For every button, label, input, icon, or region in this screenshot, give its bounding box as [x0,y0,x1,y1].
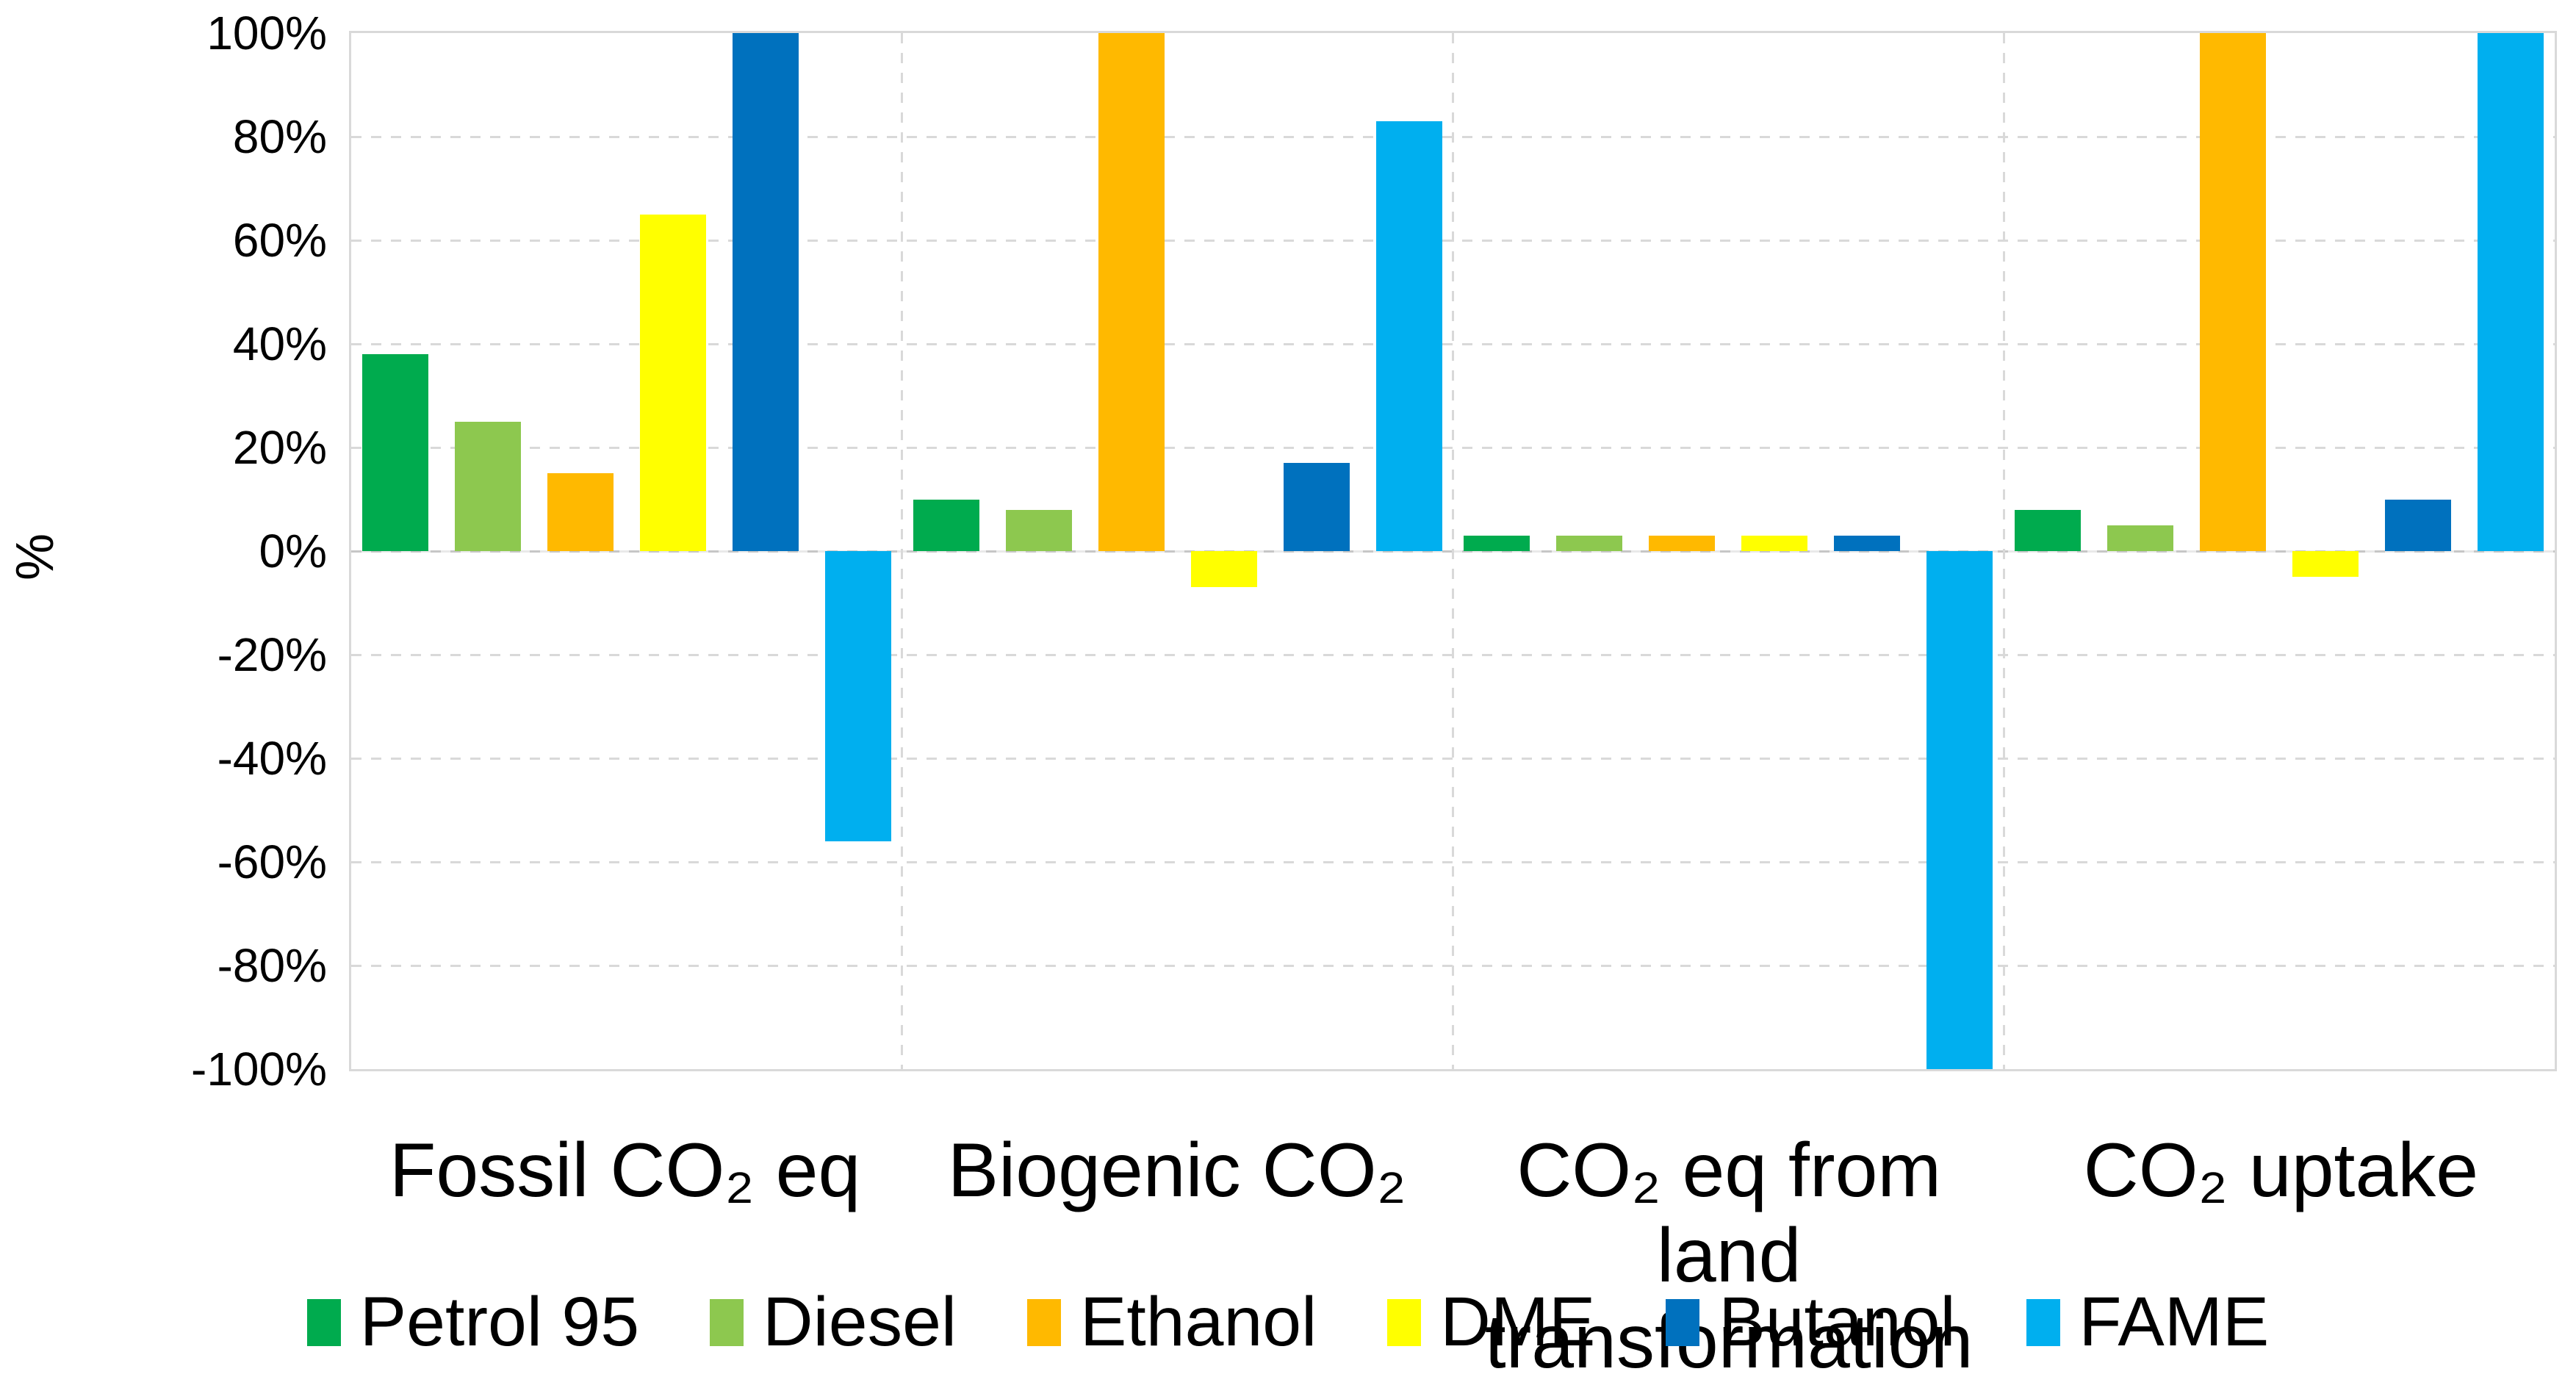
bar-petrol-95 [361,354,428,551]
y-tick-label: -60% [217,835,327,888]
legend-swatch [2026,1298,2060,1346]
bar-butanol [2385,499,2452,551]
x-category-label: CO₂ uptake [2083,1128,2479,1213]
legend-item: FAME [2026,1283,2270,1361]
legend-swatch [710,1298,744,1346]
legend-item: Diesel [710,1287,957,1357]
bar-diesel [2107,525,2174,551]
bar-diesel [1005,509,1072,551]
bar-butanol [1834,535,1901,551]
bar-dme [2292,551,2359,578]
x-axis-category-labels: Fossil CO₂ eq Biogenic CO₂ CO₂ eq from lan… [349,1128,2557,1384]
legend-item: DME [1387,1287,1595,1357]
gridline-v [1452,33,1454,1069]
legend-item: Butanol [1666,1283,1956,1361]
y-axis-tick-labels: 100% 80% 60% 40% 20% 0% -20% -40% -60% -80% -100% [0,10,328,1093]
legend-swatch [306,1298,341,1346]
bar-ethanol [2200,33,2267,551]
legend-label: DME [1440,1283,1596,1361]
legend-item: Petrol 95 [306,1283,640,1361]
legend-item: Ethanol [1027,1287,1317,1357]
bar-diesel [454,421,521,551]
legend: Petrol 95 Diesel Ethanol DME Butanol FAME [0,1287,2576,1357]
y-tick-label: 100% [206,7,327,60]
legend-swatch [1666,1298,1700,1346]
bar-dme [1190,551,1257,588]
bar-fame [1926,551,1993,1069]
gridline-v [901,33,904,1069]
y-tick-label: -80% [217,939,327,992]
bar-petrol-95 [2015,509,2082,551]
y-tick-label: 20% [232,421,327,474]
x-category-label: Fossil CO₂ eq [389,1128,861,1213]
bar-petrol-95 [913,499,979,551]
y-tick-label: 80% [232,110,327,163]
bar-diesel [1556,535,1623,551]
bar-butanol [732,33,799,551]
bar-petrol-95 [1464,535,1530,551]
bar-ethanol [547,473,614,551]
bar-ethanol [1098,33,1165,551]
legend-label: Ethanol [1080,1283,1317,1361]
legend-label: Butanol [1719,1283,1956,1361]
bar-dme [1741,535,1808,551]
y-tick-label: 0% [259,525,328,578]
bar-fame [2478,33,2544,551]
legend-swatch [1027,1298,1062,1346]
y-tick-label: 40% [232,317,327,370]
bar-butanol [1283,463,1350,551]
x-category-label: Biogenic CO₂ [947,1128,1406,1213]
x-category-label: CO₂ eq from land transformation [1484,1128,1974,1384]
y-tick-label: -40% [217,732,327,785]
bar-dme [639,214,706,551]
legend-swatch [1387,1298,1422,1346]
y-tick-label: -100% [191,1043,327,1096]
bar-ethanol [1649,535,1716,551]
plot-area [349,31,2557,1071]
y-tick-label: 60% [232,214,327,267]
bar-fame [824,551,891,841]
gridline-v [2002,33,2005,1069]
legend-label: FAME [2079,1283,2270,1361]
y-tick-label: -20% [217,628,327,681]
bar-fame [1375,121,1442,551]
legend-label: Diesel [763,1283,957,1361]
legend-label: Petrol 95 [359,1283,640,1361]
